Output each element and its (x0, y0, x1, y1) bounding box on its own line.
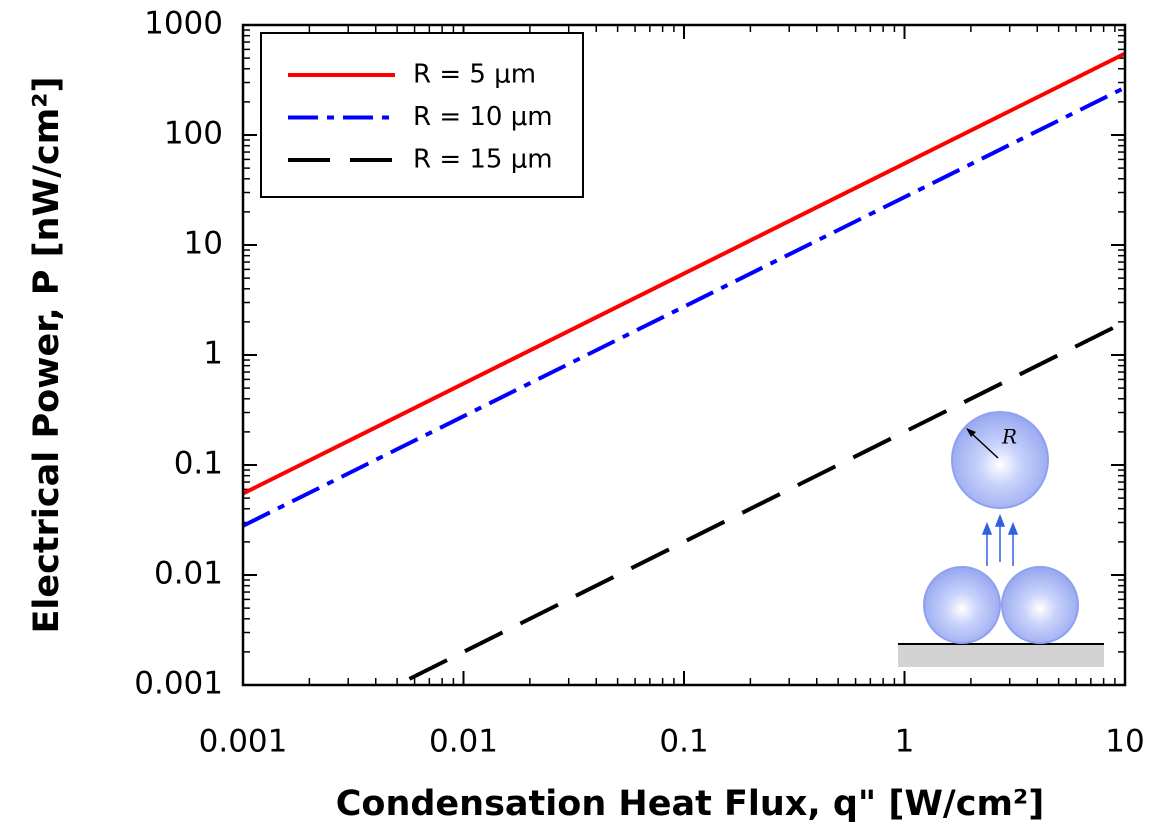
legend-label: R = 15 μm (413, 145, 553, 175)
legend-label: R = 5 μm (413, 60, 536, 90)
radius-label: R (1001, 425, 1017, 449)
y-tick-label: 0.001 (134, 666, 223, 702)
x-tick-label: 0.001 (199, 724, 288, 760)
legend-label: R = 10 μm (413, 102, 553, 132)
jump-arrows (981, 513, 1019, 566)
y-tick-label: 100 (164, 116, 223, 152)
series-line (243, 51, 1125, 496)
x-tick-label: 0.1 (659, 724, 708, 760)
plot-frame (241, 23, 1127, 687)
droplet (951, 411, 1049, 509)
series-line (392, 320, 1125, 685)
y-tick-label: 0.01 (154, 556, 223, 592)
radius-arrowhead (966, 428, 976, 437)
plot-lines (243, 51, 1125, 685)
inset-illustration: R (898, 411, 1104, 667)
droplet (923, 566, 1001, 644)
y-axis-label: Electrical Power, P [nW/cm²] (27, 77, 67, 634)
y-tick-label: 1000 (144, 6, 223, 42)
substrate (898, 644, 1104, 667)
legend-box (260, 32, 584, 198)
y-tick-label: 1 (203, 336, 223, 372)
x-tick-label: 0.01 (429, 724, 498, 760)
x-tick-label: 10 (1105, 724, 1144, 760)
droplet (1001, 566, 1079, 644)
y-tick-label: 10 (184, 226, 223, 262)
y-tick-label: 0.1 (174, 446, 223, 482)
x-axis-label: Condensation Heat Flux, q" [W/cm²] (336, 784, 1045, 824)
radius-arrow (969, 431, 999, 459)
x-tick-label: 1 (895, 724, 915, 760)
